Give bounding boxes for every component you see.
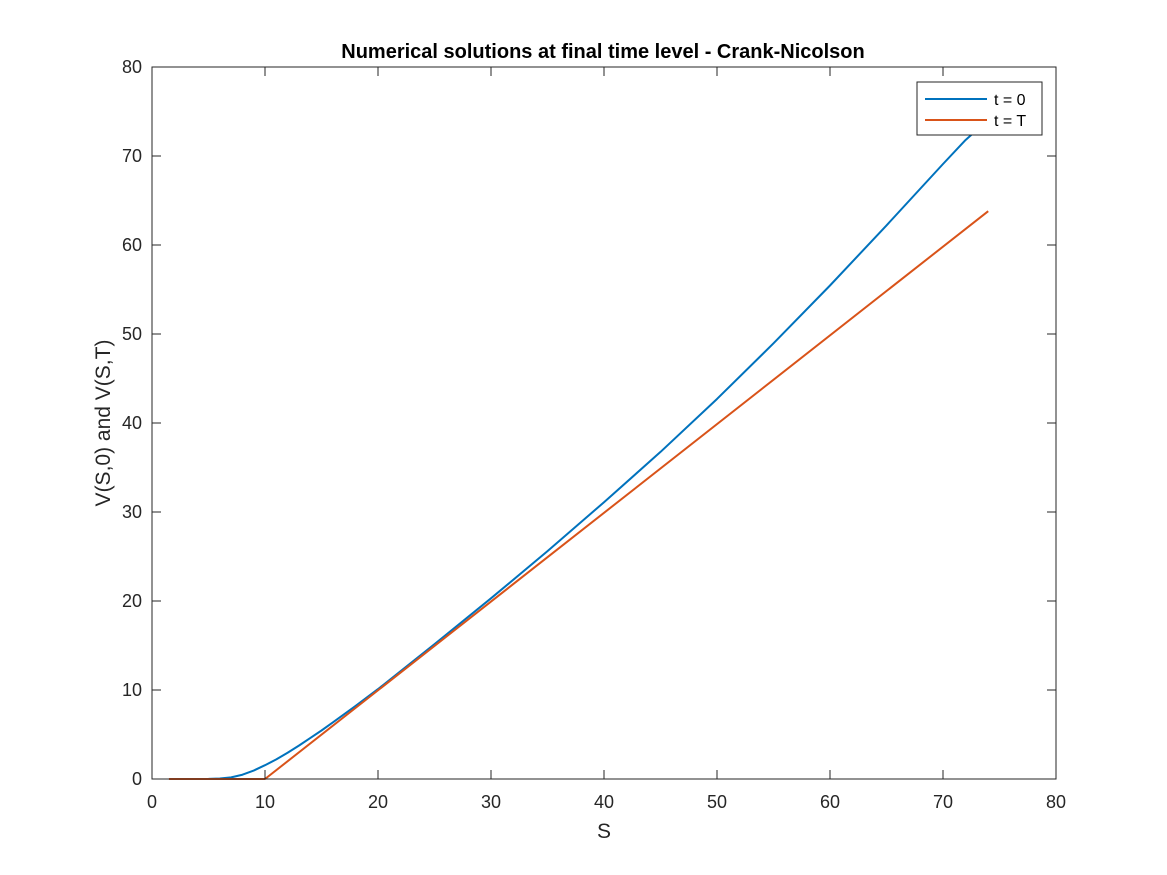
x-tick-label: 20 xyxy=(368,792,388,812)
y-tick-label: 30 xyxy=(122,502,142,522)
y-tick-label: 70 xyxy=(122,146,142,166)
y-tick-label: 50 xyxy=(122,324,142,344)
y-tick-label: 0 xyxy=(132,769,142,789)
legend-box xyxy=(916,81,1043,136)
y-tick-label: 20 xyxy=(122,591,142,611)
legend: t = 0 t = T xyxy=(916,81,1043,136)
legend-label-t0: t = 0 xyxy=(994,92,1026,109)
plot-area xyxy=(152,67,1056,779)
x-tick-label: 80 xyxy=(1046,792,1066,812)
y-tick-label: 80 xyxy=(122,57,142,77)
x-tick-label: 60 xyxy=(820,792,840,812)
x-axis-label: S xyxy=(597,820,611,843)
y-tick-label: 40 xyxy=(122,413,142,433)
y-tick-label: 60 xyxy=(122,235,142,255)
x-tick-label: 40 xyxy=(594,792,614,812)
chart-title: Numerical solutions at final time level … xyxy=(341,41,864,63)
x-axis-ticks: 0 10 20 30 40 50 60 70 80 xyxy=(147,67,1066,812)
x-tick-label: 50 xyxy=(707,792,727,812)
x-tick-label: 70 xyxy=(933,792,953,812)
series-line-t0 xyxy=(168,124,984,780)
legend-label-tT: t = T xyxy=(994,113,1026,130)
x-tick-label: 0 xyxy=(147,792,157,812)
y-axis-label: V(S,0) and V(S,T) xyxy=(92,340,115,507)
y-axis-ticks: 0 10 20 30 40 50 60 70 80 xyxy=(122,57,1056,789)
x-tick-label: 30 xyxy=(481,792,501,812)
x-tick-label: 10 xyxy=(255,792,275,812)
y-tick-label: 10 xyxy=(122,680,142,700)
